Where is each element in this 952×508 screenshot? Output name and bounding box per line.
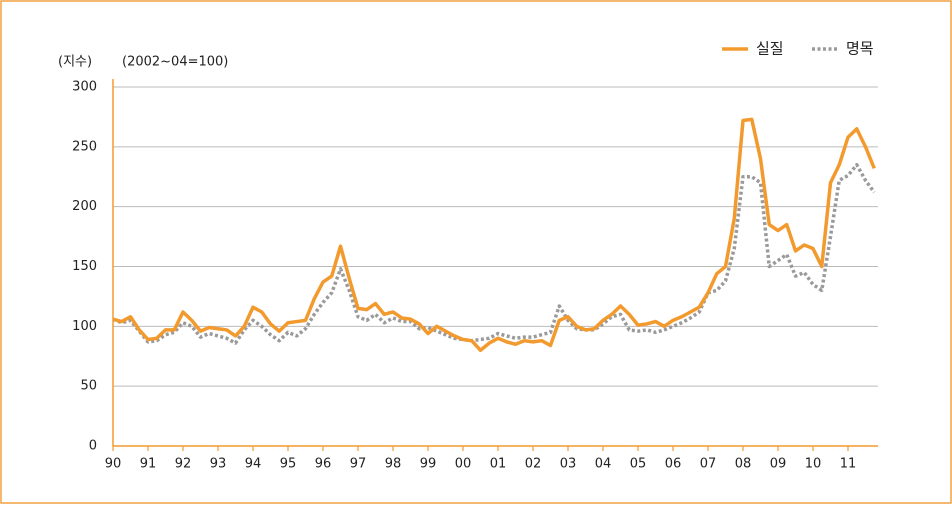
x-tick-label: 99 <box>420 457 437 472</box>
series-line <box>112 163 876 345</box>
x-tick-label: 06 <box>665 457 682 472</box>
y-unit-label: (지수) <box>58 55 92 70</box>
x-tick-label: 90 <box>105 457 122 472</box>
x-tick-label: 05 <box>630 457 647 472</box>
y-tick-label: 150 <box>72 259 97 274</box>
x-tick-label: 02 <box>525 457 542 472</box>
series-line <box>112 117 876 353</box>
x-tick-label: 98 <box>385 457 402 472</box>
x-tick-label: 01 <box>490 457 507 472</box>
x-tick-label: 07 <box>700 457 717 472</box>
x-tick-label: 91 <box>140 457 157 472</box>
y-tick-label: 0 <box>89 439 97 454</box>
y-tick-label: 200 <box>72 199 97 214</box>
y-tick-label: 250 <box>72 139 97 154</box>
x-tick-label: 03 <box>560 457 577 472</box>
x-tick-label: 94 <box>245 457 262 472</box>
x-tick-label: 04 <box>595 457 612 472</box>
legend-label: 실질 <box>756 40 784 58</box>
x-tick-label: 10 <box>805 457 822 472</box>
x-tick-label: 00 <box>455 457 472 472</box>
y-tick-label: 300 <box>72 80 97 95</box>
y-tick-label: 100 <box>72 319 97 334</box>
legend-label: 명목 <box>846 40 874 58</box>
x-tick-label: 95 <box>280 457 297 472</box>
x-tick-label: 96 <box>315 457 332 472</box>
x-tick-label: 09 <box>770 457 787 472</box>
x-tick-label: 93 <box>210 457 227 472</box>
subtitle: (2002~04=100) <box>122 55 228 70</box>
x-tick-label: 11 <box>840 457 857 472</box>
x-tick-label: 08 <box>735 457 752 472</box>
x-tick-label: 92 <box>175 457 192 472</box>
x-tick-label: 97 <box>350 457 367 472</box>
y-tick-label: 50 <box>80 379 97 394</box>
